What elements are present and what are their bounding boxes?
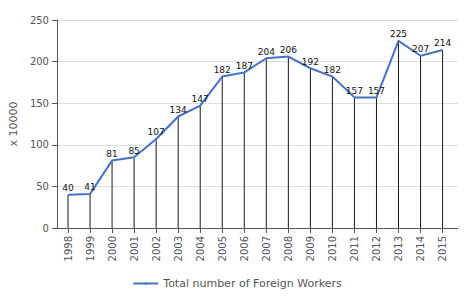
svg-text:2006: 2006 — [239, 236, 250, 261]
svg-text:50: 50 — [36, 181, 49, 192]
svg-text:2013: 2013 — [393, 236, 404, 261]
svg-text:2005: 2005 — [217, 236, 228, 261]
svg-text:214: 214 — [434, 38, 451, 48]
svg-text:1999: 1999 — [85, 236, 96, 261]
svg-text:Total number of Foreign Worker: Total number of Foreign Workers — [162, 277, 342, 290]
svg-text:2010: 2010 — [327, 236, 338, 261]
svg-text:41: 41 — [84, 182, 95, 192]
svg-text:107: 107 — [148, 127, 165, 137]
svg-text:2003: 2003 — [173, 236, 184, 261]
svg-text:85: 85 — [128, 146, 139, 156]
svg-text:150: 150 — [30, 98, 49, 109]
svg-text:250: 250 — [30, 15, 49, 26]
svg-text:187: 187 — [236, 61, 253, 71]
svg-text:147: 147 — [192, 94, 209, 104]
svg-text:2000: 2000 — [107, 236, 118, 261]
svg-text:207: 207 — [412, 44, 429, 54]
svg-text:225: 225 — [390, 29, 407, 39]
svg-text:2009: 2009 — [305, 236, 316, 261]
svg-text:182: 182 — [324, 65, 341, 75]
svg-text:157: 157 — [368, 86, 385, 96]
svg-text:2015: 2015 — [437, 236, 448, 261]
svg-text:182: 182 — [214, 65, 231, 75]
svg-text:81: 81 — [106, 149, 117, 159]
svg-text:x 10000: x 10000 — [7, 101, 20, 146]
svg-text:134: 134 — [170, 105, 187, 115]
svg-text:2012: 2012 — [371, 236, 382, 261]
svg-text:157: 157 — [346, 86, 363, 96]
svg-text:2014: 2014 — [415, 236, 426, 261]
svg-text:2011: 2011 — [349, 236, 360, 261]
svg-text:2008: 2008 — [283, 236, 294, 261]
svg-text:2007: 2007 — [261, 236, 272, 261]
svg-text:2002: 2002 — [151, 236, 162, 261]
svg-text:0: 0 — [43, 223, 49, 234]
svg-text:2004: 2004 — [195, 236, 206, 261]
svg-text:206: 206 — [280, 45, 297, 55]
svg-text:192: 192 — [302, 57, 319, 67]
svg-text:2001: 2001 — [129, 236, 140, 261]
svg-text:200: 200 — [30, 56, 49, 67]
svg-text:1998: 1998 — [63, 236, 74, 261]
svg-text:40: 40 — [62, 183, 74, 193]
svg-text:100: 100 — [30, 139, 49, 150]
svg-text:204: 204 — [258, 47, 275, 57]
